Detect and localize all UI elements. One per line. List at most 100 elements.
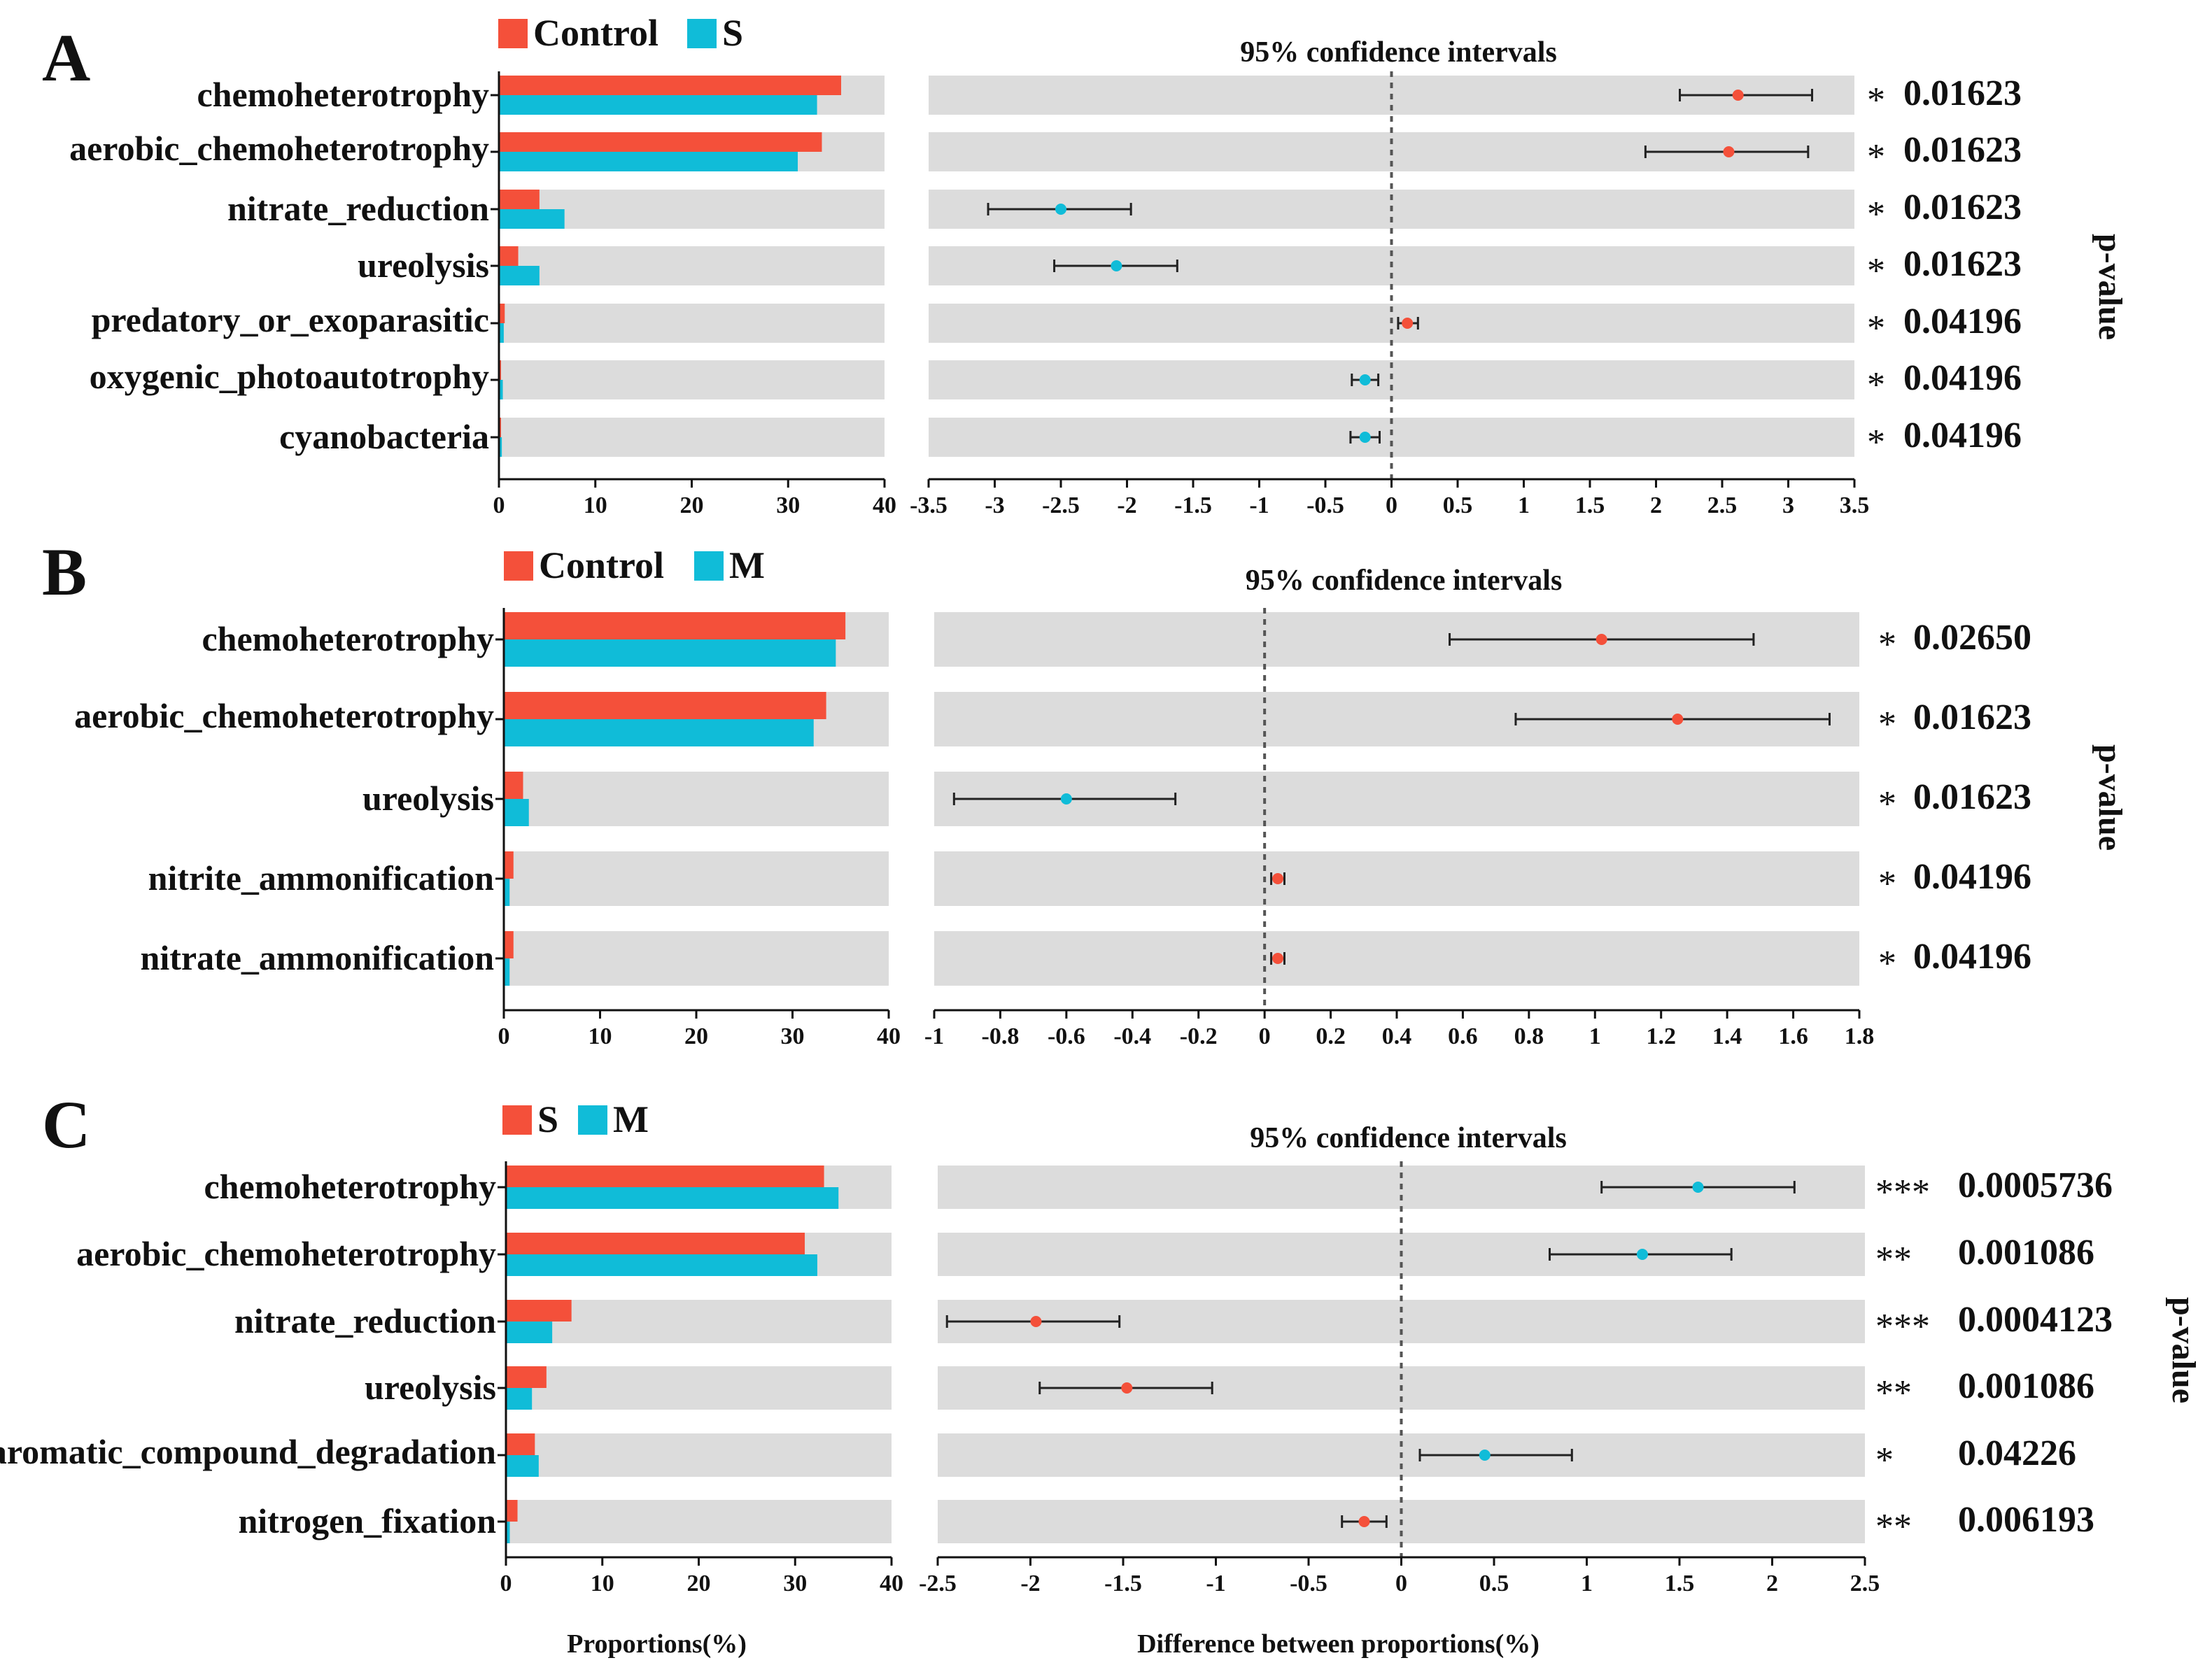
- ci-point: [1121, 1382, 1133, 1394]
- category-label: nitrate_reduction: [227, 189, 489, 228]
- ci-x-tick-label: 1.5: [1665, 1571, 1695, 1596]
- p-value: 0.006193: [1958, 1500, 2094, 1540]
- category-label: nitrite_ammonification: [148, 858, 495, 898]
- significance-stars: *: [1867, 137, 1885, 177]
- bar-control: [499, 76, 842, 95]
- ci-point: [1723, 146, 1735, 157]
- bar-s: [499, 380, 503, 399]
- p-value: 0.01623: [1903, 187, 2022, 227]
- category-label: chemoheterotrophy: [204, 1167, 496, 1206]
- p-value: 0.04196: [1903, 358, 2022, 398]
- bar-s: [499, 323, 504, 343]
- ci-background: [929, 418, 1854, 457]
- ci-x-tick-label: -1: [1249, 493, 1269, 518]
- ci-x-tick-label: 0.8: [1514, 1023, 1544, 1049]
- ci-point: [1359, 374, 1371, 385]
- bar-background: [504, 851, 889, 906]
- ci-x-tick-label: 2: [1766, 1571, 1778, 1596]
- ci-x-tick-label: 1.6: [1778, 1023, 1808, 1049]
- ci-x-tick-label: 1.4: [1712, 1023, 1742, 1049]
- bar-x-tick-label: 0: [500, 1571, 512, 1596]
- bar-m: [504, 879, 510, 906]
- ci-point: [1672, 714, 1684, 725]
- ci-x-tick-label: 1.2: [1646, 1023, 1676, 1049]
- ci-x-tick-label: 0.5: [1443, 493, 1473, 518]
- ci-x-tick-label: -2: [1117, 493, 1136, 518]
- p-value: 0.0004123: [1958, 1300, 2113, 1340]
- bar-background: [499, 418, 885, 457]
- significance-stars: *: [1878, 864, 1896, 904]
- significance-stars: *: [1878, 625, 1896, 665]
- bar-x-tick-label: 30: [783, 1571, 807, 1596]
- ci-x-tick-label: -1.5: [1104, 1571, 1142, 1596]
- ci-x-tick-label: -0.2: [1180, 1023, 1218, 1049]
- significance-stars: *: [1878, 784, 1896, 824]
- ci-x-tick-label: -0.4: [1113, 1023, 1151, 1049]
- bar-s: [506, 1433, 535, 1455]
- bar-x-tick-label: 30: [781, 1023, 805, 1049]
- significance-stars: **: [1875, 1373, 1912, 1413]
- ci-point: [1595, 634, 1607, 645]
- p-value: 0.01623: [1903, 130, 2022, 170]
- significance-stars: *: [1878, 704, 1896, 744]
- panel-label: A: [42, 20, 90, 95]
- ci-x-tick-label: 2.5: [1850, 1571, 1880, 1596]
- ci-point: [1402, 318, 1414, 329]
- significance-stars: *: [1867, 365, 1885, 405]
- ci-x-tick-label: -2.5: [1042, 493, 1080, 518]
- bar-m: [504, 958, 510, 986]
- bar-control: [499, 190, 540, 209]
- ci-point: [1272, 873, 1284, 884]
- ci-background: [934, 851, 1859, 906]
- category-label: oxygenic_photoautotrophy: [90, 357, 489, 396]
- panel-b: B Control M 95% confidence intervals chemohe…: [42, 534, 2129, 1049]
- bar-x-tick-label: 10: [584, 493, 607, 518]
- p-value: 0.02650: [1913, 618, 2031, 658]
- significance-stars: ***: [1875, 1307, 1930, 1347]
- ci-x-tick-label: -2: [1020, 1571, 1040, 1596]
- p-value: 0.0005736: [1958, 1166, 2113, 1205]
- bar-control: [504, 931, 514, 958]
- ci-x-tick-label: -0.6: [1048, 1023, 1085, 1049]
- ci-x-tick-label: 1: [1589, 1023, 1601, 1049]
- ci-x-axis-title: Difference between proportions(%): [1137, 1629, 1540, 1659]
- bar-s: [499, 95, 817, 115]
- category-label: aerobic_chemoheterotrophy: [74, 696, 494, 735]
- legend-label-s: S: [722, 12, 743, 54]
- bar-s: [499, 152, 798, 171]
- ci-title: 95% confidence intervals: [1246, 565, 1563, 597]
- ci-point: [1272, 953, 1284, 964]
- legend-swatch-s: [687, 19, 717, 48]
- bar-x-tick-label: 20: [687, 1571, 711, 1596]
- bar-s: [506, 1233, 805, 1254]
- significance-stars: ***: [1875, 1172, 1930, 1212]
- category-label: nitrate_ammonification: [141, 938, 495, 977]
- ci-title: 95% confidence intervals: [1250, 1122, 1567, 1154]
- bar-m: [506, 1322, 553, 1343]
- bar-control: [504, 772, 523, 799]
- ci-x-tick-label: 1: [1581, 1571, 1593, 1596]
- ci-x-tick-label: -0.8: [982, 1023, 1020, 1049]
- bar-control: [504, 692, 826, 719]
- ci-x-tick-label: -0.5: [1306, 493, 1344, 518]
- p-value: 0.01623: [1903, 73, 2022, 113]
- legend-swatch-control: [498, 19, 528, 48]
- panel-a: A Control S 95% confidence intervals chemohe…: [42, 12, 2129, 518]
- ci-point: [1060, 793, 1072, 805]
- ci-x-tick-label: 0.2: [1316, 1023, 1346, 1049]
- bar-x-tick-label: 40: [880, 1571, 903, 1596]
- legend-swatch-m: [694, 551, 724, 581]
- bar-m: [504, 799, 529, 826]
- p-value-axis-title: p-value: [2092, 744, 2129, 851]
- ci-x-tick-label: -1.5: [1174, 493, 1212, 518]
- significance-stars: *: [1867, 194, 1885, 234]
- legend-label-control: Control: [533, 12, 658, 54]
- bar-control: [499, 132, 822, 152]
- ci-x-tick-label: 0: [1386, 493, 1397, 518]
- bar-s: [506, 1300, 572, 1322]
- ci-point: [1055, 204, 1066, 215]
- ci-title: 95% confidence intervals: [1240, 36, 1557, 69]
- legend-label-control: Control: [539, 544, 664, 586]
- ci-point: [1358, 1516, 1370, 1527]
